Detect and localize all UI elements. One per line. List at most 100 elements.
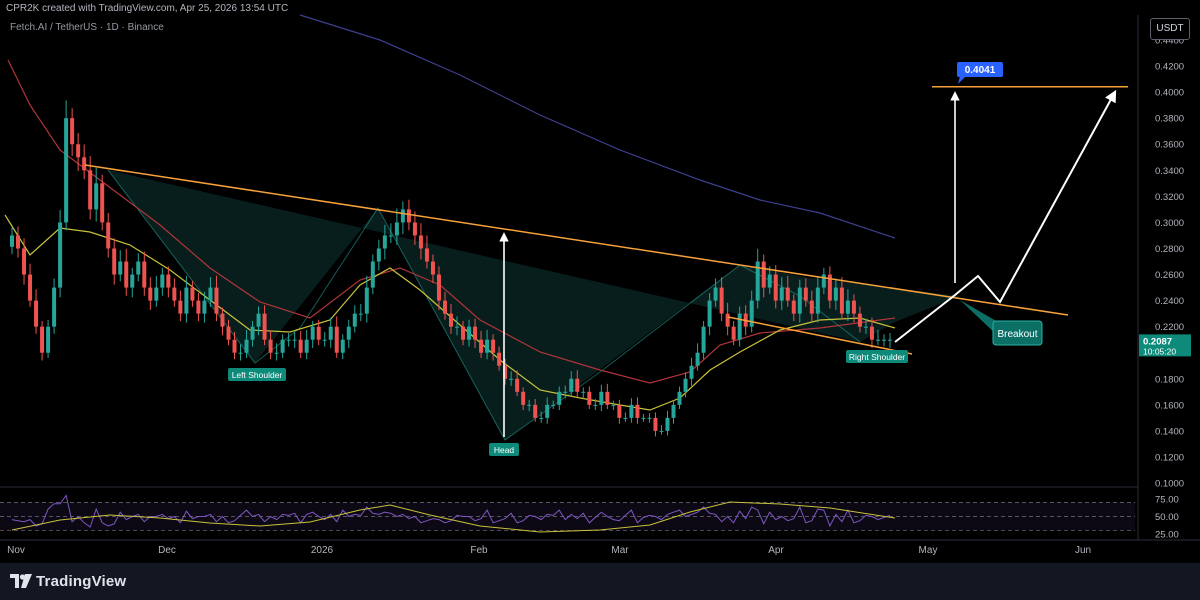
price-tick-label: 0.1000 xyxy=(1155,479,1184,490)
candle-body xyxy=(220,313,225,327)
time-tick-label: Nov xyxy=(7,545,25,556)
candle-body xyxy=(731,326,736,340)
candle-body xyxy=(106,222,111,249)
tradingview-logo-text: TradingView xyxy=(36,572,127,590)
rsi-tick-label: 50.00 xyxy=(1155,512,1179,523)
candle-body xyxy=(707,300,712,327)
candle-body xyxy=(689,365,694,379)
candle-body xyxy=(280,339,285,353)
ma-mid-line xyxy=(7,59,896,384)
pattern-label-box xyxy=(228,368,286,381)
candle-body xyxy=(34,300,39,327)
candle-body xyxy=(214,287,219,314)
price-tick-label: 0.4000 xyxy=(1155,88,1184,99)
pattern-label-box xyxy=(846,350,908,363)
candle-body xyxy=(40,326,45,353)
candle-body xyxy=(851,300,856,314)
candle-body xyxy=(424,248,429,262)
candle-body xyxy=(671,404,676,418)
candle-body xyxy=(539,417,544,419)
candle-body xyxy=(28,274,33,301)
price-tick-label: 0.2800 xyxy=(1155,244,1184,255)
candle-body xyxy=(659,430,664,432)
rsi-tick-label: 75.00 xyxy=(1155,494,1179,505)
candle-body xyxy=(491,339,496,353)
candle-body xyxy=(328,326,333,340)
price-tick-label: 0.4200 xyxy=(1155,62,1184,73)
candle-body xyxy=(262,313,267,340)
pattern-label-box xyxy=(489,443,519,456)
candle-body xyxy=(833,287,838,301)
candle-body xyxy=(394,222,399,236)
candle-body xyxy=(455,326,460,328)
candle-body xyxy=(779,287,784,301)
candle-body xyxy=(713,287,718,301)
symbol-info[interactable]: Fetch.AI / TetherUS · 1D · Binance xyxy=(10,22,164,33)
candle-body xyxy=(803,287,808,301)
candle-body xyxy=(467,326,472,340)
candle-body xyxy=(202,300,207,314)
candle-body xyxy=(581,391,586,393)
candle-body xyxy=(64,118,69,223)
candle-body xyxy=(888,339,892,341)
breakout-callout-box xyxy=(992,320,1043,346)
candle-body xyxy=(166,274,171,288)
candle-body xyxy=(10,235,14,247)
candle-body xyxy=(430,261,435,275)
candle-body xyxy=(268,339,273,353)
candle-body xyxy=(316,326,321,340)
candle-body xyxy=(178,300,183,314)
candle-body xyxy=(172,287,177,301)
candle-body xyxy=(857,313,862,327)
price-tick-label: 0.3800 xyxy=(1155,114,1184,125)
candle-body xyxy=(695,352,700,366)
candle-body xyxy=(449,313,453,327)
candle-body xyxy=(863,326,868,328)
candle-body xyxy=(767,274,772,288)
candle-body xyxy=(190,287,195,301)
candle-body xyxy=(545,404,550,418)
candle-body xyxy=(46,326,51,353)
candle-body xyxy=(485,339,490,353)
candle-body xyxy=(244,339,249,353)
candle-body xyxy=(845,300,850,314)
candle-body xyxy=(160,274,165,288)
time-tick-label: Apr xyxy=(768,545,784,556)
candle-body xyxy=(761,261,766,288)
candle-body xyxy=(388,235,393,237)
candle-body xyxy=(154,287,159,301)
candle-body xyxy=(340,339,345,353)
candle-body xyxy=(785,287,790,301)
candle-body xyxy=(827,274,832,301)
chart-credit: CPR2K created with TradingView.com, Apr … xyxy=(6,3,289,14)
candle-body xyxy=(725,313,730,327)
candle-body xyxy=(118,261,123,275)
candle-body xyxy=(611,404,616,406)
ma-long-line xyxy=(299,14,896,239)
candle-body xyxy=(755,261,760,301)
candle-body xyxy=(304,339,309,353)
candle-body xyxy=(815,287,820,314)
candle-body xyxy=(274,352,279,354)
candle-body xyxy=(442,300,447,314)
candle-body xyxy=(88,170,93,210)
candle-body xyxy=(184,287,189,314)
candle-body xyxy=(629,404,634,418)
candle-body xyxy=(749,300,754,327)
currency-button[interactable]: USDT xyxy=(1150,18,1190,40)
candle-body xyxy=(473,326,478,340)
time-tick-label: May xyxy=(919,545,938,556)
breakout-callout-pointer xyxy=(960,300,998,336)
candle-body xyxy=(719,287,724,314)
candle-body xyxy=(653,417,658,431)
tradingview-logo[interactable]: TradingView xyxy=(10,571,126,591)
candle-body xyxy=(322,339,327,341)
candle-body xyxy=(821,274,826,288)
price-tick-label: 0.3000 xyxy=(1155,218,1184,229)
candle-body xyxy=(238,352,243,354)
price-chart[interactable]: 0.4400 0.4200 0.4000 0.3800 0.3600 0.3400 0.32… xyxy=(0,0,1200,563)
rsi-ma-line xyxy=(11,501,896,533)
price-tick-label: 0.2200 xyxy=(1155,322,1184,333)
candle-body xyxy=(521,391,526,405)
candle-body xyxy=(82,157,87,171)
